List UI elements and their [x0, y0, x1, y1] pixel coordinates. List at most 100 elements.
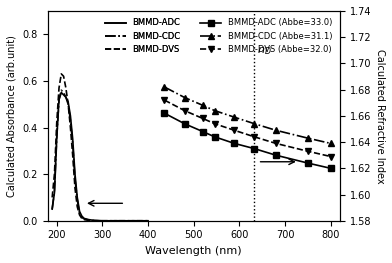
BMMD-DVS (Abbe=32.0) — [200, 117, 205, 120]
BMMD-CDC — [52, 189, 57, 192]
Y-axis label: Calculated Refractive Index: Calculated Refractive Index — [375, 49, 385, 183]
BMMD-ADC (Abbe=33.0) — [305, 161, 310, 165]
BMMD-CDC — [146, 219, 151, 222]
BMMD-ADC — [100, 219, 105, 222]
BMMD-CDC (Abbe=31.1) — [252, 122, 257, 125]
BMMD-ADC — [64, 96, 68, 99]
BMMD-ADC — [50, 208, 54, 211]
BMMD-DVS — [66, 103, 71, 106]
BMMD-ADC — [146, 219, 151, 222]
BMMD-DVS — [100, 219, 105, 222]
BMMD-DVS — [75, 205, 80, 208]
BMMD-DVS — [64, 86, 68, 89]
BMMD-DVS (Abbe=32.0) — [162, 99, 167, 102]
BMMD-CDC — [91, 219, 96, 222]
BMMD-DVS — [77, 213, 82, 216]
BMMD-CDC (Abbe=31.1) — [212, 109, 217, 112]
BMMD-ADC (Abbe=33.0) — [162, 112, 167, 115]
BMMD-DVS (Abbe=32.0) — [328, 155, 333, 158]
BMMD-ADC — [77, 210, 82, 213]
BMMD-CDC — [70, 142, 75, 145]
BMMD-ADC — [96, 219, 100, 222]
Line: BMMD-CDC (Abbe=31.1): BMMD-CDC (Abbe=31.1) — [162, 84, 334, 146]
BMMD-CDC — [86, 219, 91, 222]
BMMD-CDC — [66, 103, 71, 106]
BMMD-ADC — [59, 91, 64, 94]
BMMD-DVS (Abbe=32.0) — [232, 129, 237, 132]
BMMD-ADC — [127, 219, 132, 222]
BMMD-ADC (Abbe=33.0) — [232, 142, 237, 145]
Line: BMMD-ADC (Abbe=33.0): BMMD-ADC (Abbe=33.0) — [162, 110, 334, 171]
BMMD-DVS — [70, 154, 75, 157]
BMMD-DVS — [80, 217, 84, 220]
X-axis label: Wavelength (nm): Wavelength (nm) — [145, 246, 242, 256]
BMMD-DVS (Abbe=32.0) — [305, 150, 310, 153]
BMMD-DVS — [136, 219, 141, 222]
BMMD-ADC (Abbe=33.0) — [182, 122, 187, 125]
BMMD-ADC — [54, 138, 59, 141]
BMMD-CDC — [77, 212, 82, 215]
BMMD-ADC — [91, 219, 96, 222]
BMMD-CDC — [80, 216, 84, 219]
BMMD-ADC — [109, 219, 114, 222]
BMMD-CDC (Abbe=31.1) — [328, 142, 333, 145]
Line: BMMD-CDC: BMMD-CDC — [52, 90, 148, 221]
BMMD-CDC — [75, 198, 80, 201]
BMMD-ADC (Abbe=33.0) — [274, 154, 278, 157]
BMMD-DVS — [59, 72, 64, 75]
BMMD-DVS — [73, 186, 77, 190]
BMMD-ADC — [73, 173, 77, 176]
Line: BMMD-DVS (Abbe=32.0): BMMD-DVS (Abbe=32.0) — [162, 97, 334, 159]
BMMD-ADC — [86, 218, 91, 221]
BMMD-DVS — [68, 126, 73, 129]
BMMD-ADC (Abbe=33.0) — [212, 135, 217, 138]
BMMD-DVS (Abbe=32.0) — [212, 122, 217, 125]
BMMD-CDC (Abbe=31.1) — [162, 85, 167, 89]
BMMD-ADC — [57, 98, 62, 101]
BMMD-DVS — [146, 219, 151, 222]
BMMD-DVS — [109, 219, 114, 222]
Text: $n_D$: $n_D$ — [257, 45, 271, 57]
BMMD-CDC — [100, 219, 105, 222]
BMMD-ADC — [118, 219, 123, 222]
BMMD-DVS (Abbe=32.0) — [182, 109, 187, 112]
BMMD-DVS — [118, 219, 123, 222]
Legend: BMMD-ADC, BMMD-CDC, BMMD-DVS: BMMD-ADC, BMMD-CDC, BMMD-DVS — [102, 15, 184, 57]
BMMD-CDC (Abbe=31.1) — [274, 129, 278, 132]
BMMD-ADC — [82, 217, 87, 220]
BMMD-ADC — [70, 138, 75, 141]
BMMD-CDC — [118, 219, 123, 222]
BMMD-CDC — [96, 219, 100, 222]
BMMD-DVS (Abbe=32.0) — [274, 142, 278, 145]
BMMD-ADC (Abbe=33.0) — [328, 167, 333, 170]
Line: BMMD-DVS: BMMD-DVS — [52, 74, 148, 221]
BMMD-ADC — [136, 219, 141, 222]
BMMD-CDC — [50, 208, 54, 211]
BMMD-DVS — [82, 218, 87, 221]
BMMD-CDC — [61, 91, 66, 94]
BMMD-DVS — [127, 219, 132, 222]
BMMD-ADC — [66, 100, 71, 103]
Legend: BMMD-ADC (Abbe=33.0), BMMD-CDC (Abbe=31.1), BMMD-DVS (Abbe=32.0): BMMD-ADC (Abbe=33.0), BMMD-CDC (Abbe=31.… — [197, 15, 336, 57]
BMMD-DVS — [61, 75, 66, 78]
BMMD-CDC — [109, 219, 114, 222]
BMMD-CDC (Abbe=31.1) — [305, 136, 310, 140]
BMMD-DVS — [57, 86, 62, 89]
BMMD-CDC — [54, 135, 59, 138]
BMMD-ADC (Abbe=33.0) — [252, 147, 257, 150]
BMMD-CDC — [59, 89, 64, 92]
BMMD-CDC — [64, 96, 68, 99]
BMMD-DVS — [52, 173, 57, 176]
BMMD-DVS — [50, 196, 54, 199]
BMMD-DVS — [96, 219, 100, 222]
BMMD-ADC (Abbe=33.0) — [200, 130, 205, 133]
BMMD-ADC — [52, 191, 57, 194]
BMMD-ADC — [68, 114, 73, 118]
Y-axis label: Calculated Absorbance (arb.unit): Calculated Absorbance (arb.unit) — [7, 35, 17, 197]
BMMD-DVS — [54, 121, 59, 124]
BMMD-DVS — [91, 219, 96, 222]
BMMD-ADC — [75, 196, 80, 199]
BMMD-CDC (Abbe=31.1) — [200, 104, 205, 107]
BMMD-CDC — [68, 119, 73, 122]
BMMD-DVS (Abbe=32.0) — [252, 135, 257, 138]
